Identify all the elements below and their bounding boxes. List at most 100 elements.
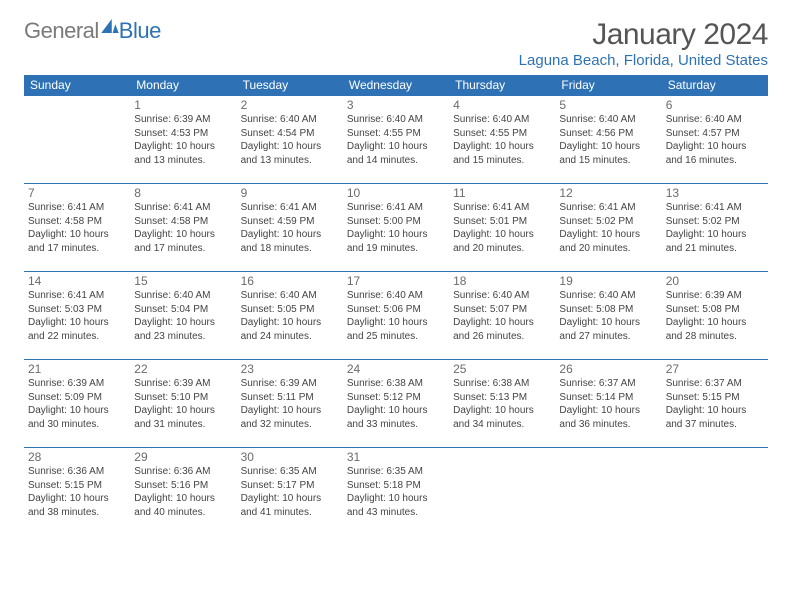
daylight-label: Daylight: — [453, 317, 495, 328]
sunrise-label: Sunrise: — [666, 114, 705, 125]
calendar-cell: 28Sunrise: 6:36 AMSunset: 5:15 PMDayligh… — [24, 448, 130, 536]
daylight-label: Daylight: — [28, 229, 70, 240]
sunset-label: Sunset: — [347, 392, 384, 403]
calendar-cell: 4Sunrise: 6:40 AMSunset: 4:55 PMDaylight… — [449, 96, 555, 184]
calendar-cell: 16Sunrise: 6:40 AMSunset: 5:05 PMDayligh… — [237, 272, 343, 360]
calendar-cell: 23Sunrise: 6:39 AMSunset: 5:11 PMDayligh… — [237, 360, 343, 448]
daylight-label: Daylight: — [666, 229, 708, 240]
sunset-label: Sunset: — [559, 392, 596, 403]
day-number: 12 — [559, 186, 657, 200]
calendar-cell: 10Sunrise: 6:41 AMSunset: 5:00 PMDayligh… — [343, 184, 449, 272]
sunrise-value: 6:38 AM — [386, 378, 423, 389]
calendar-cell: 9Sunrise: 6:41 AMSunset: 4:59 PMDaylight… — [237, 184, 343, 272]
day-number: 16 — [241, 274, 339, 288]
calendar-cell — [449, 448, 555, 536]
sunset-value: 4:54 PM — [277, 128, 314, 139]
sunset-label: Sunset: — [666, 304, 703, 315]
sunset-value: 5:02 PM — [702, 216, 739, 227]
daylight-label: Daylight: — [453, 405, 495, 416]
sunrise-value: 6:40 AM — [493, 290, 530, 301]
day-number: 26 — [559, 362, 657, 376]
daylight-label: Daylight: — [134, 317, 176, 328]
sunset-value: 4:55 PM — [490, 128, 527, 139]
day-number: 30 — [241, 450, 339, 464]
sunset-value: 5:00 PM — [384, 216, 421, 227]
daylight-label: Daylight: — [28, 317, 70, 328]
sunrise-label: Sunrise: — [241, 466, 280, 477]
sunset-label: Sunset: — [453, 216, 490, 227]
day-info: Sunrise: 6:40 AMSunset: 5:08 PMDaylight:… — [559, 289, 657, 343]
day-info: Sunrise: 6:37 AMSunset: 5:14 PMDaylight:… — [559, 377, 657, 431]
sunset-value: 5:06 PM — [384, 304, 421, 315]
calendar-cell: 6Sunrise: 6:40 AMSunset: 4:57 PMDaylight… — [662, 96, 768, 184]
daylight-label: Daylight: — [453, 141, 495, 152]
sunrise-label: Sunrise: — [559, 114, 598, 125]
calendar-cell: 1Sunrise: 6:39 AMSunset: 4:53 PMDaylight… — [130, 96, 236, 184]
daylight-label: Daylight: — [559, 229, 601, 240]
sunset-label: Sunset: — [347, 128, 384, 139]
calendar-cell: 27Sunrise: 6:37 AMSunset: 5:15 PMDayligh… — [662, 360, 768, 448]
sunrise-label: Sunrise: — [134, 466, 173, 477]
sunset-value: 5:05 PM — [277, 304, 314, 315]
day-number: 19 — [559, 274, 657, 288]
sunset-label: Sunset: — [241, 304, 278, 315]
day-number: 25 — [453, 362, 551, 376]
weekday-header: Friday — [555, 75, 661, 96]
day-number: 4 — [453, 98, 551, 112]
sunrise-label: Sunrise: — [559, 202, 598, 213]
sunrise-label: Sunrise: — [453, 290, 492, 301]
calendar-cell: 24Sunrise: 6:38 AMSunset: 5:12 PMDayligh… — [343, 360, 449, 448]
calendar-cell: 7Sunrise: 6:41 AMSunset: 4:58 PMDaylight… — [24, 184, 130, 272]
weekday-header: Tuesday — [237, 75, 343, 96]
sunrise-value: 6:39 AM — [280, 378, 317, 389]
sunset-label: Sunset: — [666, 128, 703, 139]
sunset-label: Sunset: — [666, 216, 703, 227]
sunrise-value: 6:40 AM — [705, 114, 742, 125]
day-number: 17 — [347, 274, 445, 288]
sunset-label: Sunset: — [347, 216, 384, 227]
day-info: Sunrise: 6:39 AMSunset: 4:53 PMDaylight:… — [134, 113, 232, 167]
day-number: 29 — [134, 450, 232, 464]
calendar-cell: 26Sunrise: 6:37 AMSunset: 5:14 PMDayligh… — [555, 360, 661, 448]
sunset-value: 5:17 PM — [277, 480, 314, 491]
sunset-value: 4:56 PM — [596, 128, 633, 139]
weekday-header: Thursday — [449, 75, 555, 96]
calendar-cell: 31Sunrise: 6:35 AMSunset: 5:18 PMDayligh… — [343, 448, 449, 536]
daylight-label: Daylight: — [241, 493, 283, 504]
calendar-table: SundayMondayTuesdayWednesdayThursdayFrid… — [24, 75, 768, 536]
sunrise-value: 6:41 AM — [67, 290, 104, 301]
day-info: Sunrise: 6:39 AMSunset: 5:10 PMDaylight:… — [134, 377, 232, 431]
calendar-row: 21Sunrise: 6:39 AMSunset: 5:09 PMDayligh… — [24, 360, 768, 448]
sunset-label: Sunset: — [134, 480, 171, 491]
day-number: 13 — [666, 186, 764, 200]
sunset-label: Sunset: — [347, 480, 384, 491]
sunset-label: Sunset: — [134, 128, 171, 139]
day-number: 18 — [453, 274, 551, 288]
day-number: 11 — [453, 186, 551, 200]
day-info: Sunrise: 6:40 AMSunset: 4:54 PMDaylight:… — [241, 113, 339, 167]
sunrise-label: Sunrise: — [241, 202, 280, 213]
logo-text-2: Blue — [119, 18, 161, 44]
sunset-value: 5:10 PM — [171, 392, 208, 403]
sunrise-label: Sunrise: — [28, 202, 67, 213]
weekday-header: Sunday — [24, 75, 130, 96]
daylight-label: Daylight: — [666, 405, 708, 416]
sunrise-value: 6:40 AM — [386, 114, 423, 125]
daylight-label: Daylight: — [666, 317, 708, 328]
sunset-label: Sunset: — [28, 392, 65, 403]
day-info: Sunrise: 6:41 AMSunset: 5:01 PMDaylight:… — [453, 201, 551, 255]
sunset-value: 5:02 PM — [596, 216, 633, 227]
day-info: Sunrise: 6:35 AMSunset: 5:17 PMDaylight:… — [241, 465, 339, 519]
sunset-label: Sunset: — [28, 480, 65, 491]
sunset-label: Sunset: — [28, 304, 65, 315]
day-number: 21 — [28, 362, 126, 376]
daylight-label: Daylight: — [28, 405, 70, 416]
sunrise-label: Sunrise: — [28, 378, 67, 389]
calendar-cell — [555, 448, 661, 536]
sunrise-value: 6:41 AM — [493, 202, 530, 213]
sunset-value: 5:14 PM — [596, 392, 633, 403]
sunrise-value: 6:40 AM — [599, 290, 636, 301]
day-number: 2 — [241, 98, 339, 112]
daylight-label: Daylight: — [347, 317, 389, 328]
daylight-label: Daylight: — [134, 405, 176, 416]
